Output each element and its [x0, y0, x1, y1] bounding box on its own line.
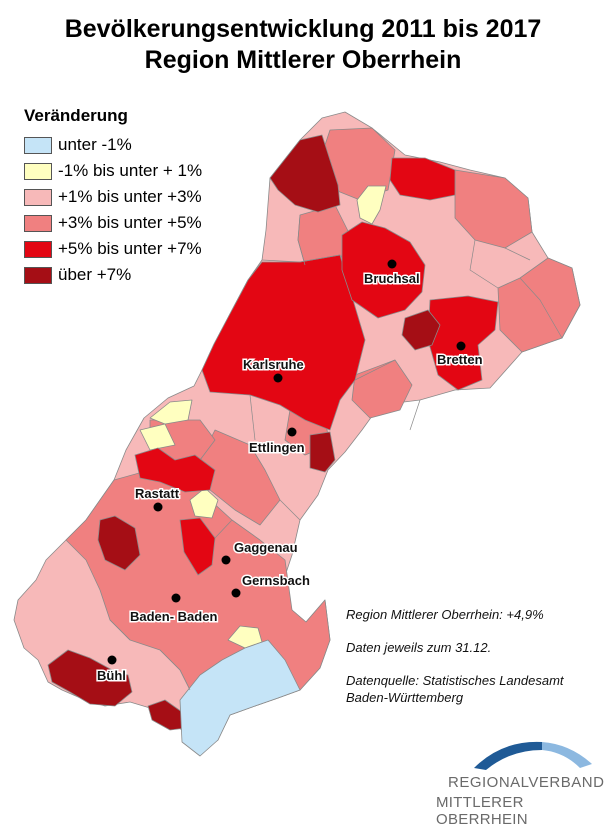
town-dot-baden-baden — [171, 593, 181, 603]
legend-swatch-1 — [24, 162, 52, 180]
town-dot-gaggenau — [221, 555, 231, 565]
note-date: Daten jeweils zum 31.12. — [346, 640, 492, 655]
map-legend: Veränderung unter -1% -1% bis unter + 1%… — [24, 106, 202, 288]
town-markers: Bruchsal Bretten Karlsruhe Ettlingen Ras… — [96, 259, 484, 685]
region-darkred-west — [97, 515, 141, 571]
legend-item: +1% bis unter +3% — [24, 184, 202, 210]
town-label-bruchsal: Bruchsal — [364, 271, 420, 286]
region-red-bruchsal — [341, 221, 426, 319]
logo-text-line-1: REGIONALVERBAND — [448, 774, 605, 791]
legend-swatch-0 — [24, 136, 52, 154]
region-darkred-buehl — [47, 649, 133, 707]
map-title: Bevölkerungsentwicklung 2011 bis 2017 Re… — [0, 14, 606, 76]
town-label-ettlingen: Ettlingen — [249, 440, 305, 455]
region-yellow-west-2 — [139, 423, 176, 451]
note-region-change: Region Mittlerer Oberrhein: +4,9% — [346, 607, 544, 622]
title-line-2: Region Mittlerer Oberrhein — [144, 46, 462, 74]
region-red-gaggenau — [179, 517, 216, 576]
region-red-north — [389, 157, 456, 201]
legend-item: -1% bis unter + 1% — [24, 158, 202, 184]
legend-label-4: +5% bis unter +7% — [58, 239, 202, 258]
legend-label-2: +1% bis unter +3% — [58, 187, 202, 206]
town-label-buehl: Bühl — [97, 668, 126, 683]
region-medium-north-east — [454, 169, 533, 249]
region-lightblue-south — [179, 639, 301, 757]
town-label-rastatt: Rastatt — [135, 486, 180, 501]
title-line-1: Bevölkerungsentwicklung 2011 bis 2017 — [64, 15, 542, 43]
legend-item: unter -1% — [24, 132, 202, 158]
region-red-rastatt-north — [134, 447, 216, 493]
note-source-line-1: Datenquelle: Statistisches Landesamt — [346, 673, 564, 688]
region-darkred-north — [269, 134, 341, 213]
legend-title: Veränderung — [24, 106, 128, 125]
town-label-gernsbach: Gernsbach — [242, 573, 310, 588]
town-label-karlsruhe: Karlsruhe — [243, 357, 304, 372]
region-yellow-west-1 — [149, 399, 193, 425]
legend-item: +5% bis unter +7% — [24, 236, 202, 262]
region-yellow-south — [227, 625, 263, 649]
town-label-baden-baden: Baden- Baden — [130, 609, 217, 624]
region-darkred-ettlingen — [309, 431, 336, 473]
logo-arc-icon — [474, 741, 592, 770]
town-dot-bruchsal — [387, 259, 397, 269]
town-dot-ettlingen — [287, 427, 297, 437]
map-notes: Region Mittlerer Oberrhein: +4,9% Daten … — [346, 606, 564, 706]
town-dot-karlsruhe — [273, 373, 283, 383]
legend-swatch-5 — [24, 266, 52, 284]
logo-text-line-2: MITTLERER OBERRHEIN — [436, 794, 528, 828]
legend-swatch-4 — [24, 240, 52, 258]
regionalverband-logo: REGIONALVERBAND MITTLERER OBERRHEIN — [430, 736, 605, 828]
legend-label-1: -1% bis unter + 1% — [58, 161, 203, 180]
legend-label-5: über +7% — [58, 265, 132, 284]
legend-swatch-2 — [24, 188, 52, 206]
region-yellow-north — [356, 185, 387, 225]
town-dot-bretten — [456, 341, 466, 351]
legend-item: über +7% — [24, 262, 202, 288]
region-medium-east — [497, 257, 581, 353]
legend-label-0: unter -1% — [58, 135, 132, 154]
town-dot-rastatt — [153, 502, 163, 512]
town-dot-buehl — [107, 655, 117, 665]
legend-swatch-3 — [24, 214, 52, 232]
town-label-gaggenau: Gaggenau — [234, 540, 298, 555]
town-label-bretten: Bretten — [437, 352, 483, 367]
municipality-boundaries — [109, 214, 563, 691]
note-source: Datenquelle: Statistisches Landesamt Bad… — [346, 672, 564, 706]
region-red-karlsruhe — [201, 254, 366, 431]
legend-item: +3% bis unter +5% — [24, 210, 202, 236]
region-darkred-bretten-west — [401, 309, 441, 351]
town-dot-gernsbach — [231, 588, 241, 598]
note-source-line-2: Baden-Württemberg — [346, 690, 464, 705]
legend-label-3: +3% bis unter +5% — [58, 213, 202, 232]
